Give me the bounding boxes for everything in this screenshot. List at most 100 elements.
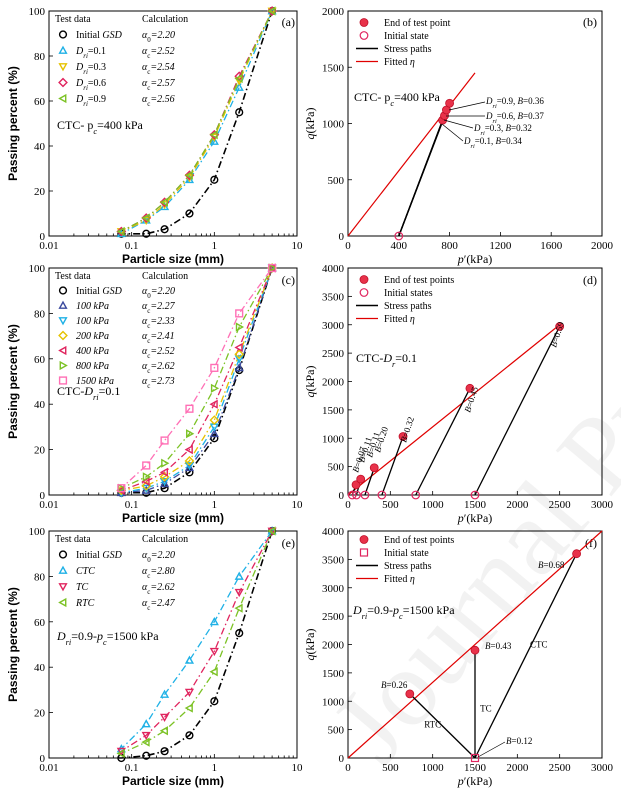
- point-label: B=0.45: [462, 385, 480, 414]
- data-point: [209, 130, 218, 140]
- panel-label: (c): [282, 273, 295, 287]
- data-point: [210, 434, 219, 443]
- x-tick-label: 500: [382, 499, 399, 511]
- data-point: [186, 429, 195, 439]
- initial-point: [352, 490, 361, 500]
- x-tick-label: 0.01: [39, 240, 58, 252]
- legend-marker: [58, 330, 68, 341]
- data-point: [142, 751, 151, 760]
- initial-point: [347, 490, 357, 500]
- data-point: [234, 588, 244, 598]
- x-tick-label: 0.01: [39, 762, 58, 774]
- point-label: Dri=0.9, B=0.36: [485, 96, 544, 110]
- y-tick-label: 500: [328, 725, 345, 737]
- y-tick-label: 500: [328, 175, 345, 187]
- data-point: [116, 226, 125, 237]
- data-point: [159, 689, 170, 698]
- path-name: CTC: [530, 639, 548, 649]
- x-tick-label: 800: [441, 240, 458, 252]
- legend-label: Fitted η: [384, 314, 415, 325]
- legend-marker: [58, 583, 68, 592]
- legend-marker: [359, 535, 369, 544]
- data-point: [234, 355, 244, 364]
- data-point: [184, 688, 195, 698]
- initial-point: [411, 490, 421, 500]
- data-point: [185, 731, 194, 740]
- label-leader: [448, 101, 486, 111]
- data-point: [234, 82, 244, 91]
- y-tick-label: 20: [34, 708, 46, 720]
- x-tick-label: 10: [292, 762, 304, 774]
- y-tick-label: 100: [29, 6, 46, 18]
- data-point: [117, 484, 126, 493]
- x-tick-label: 0: [345, 240, 351, 252]
- y-tick-label: 3000: [322, 320, 345, 332]
- y-tick-label: 2500: [322, 348, 345, 360]
- legend-marker: [58, 45, 68, 54]
- legend-marker: [58, 77, 68, 88]
- legend-calc: αc=2.62: [142, 361, 175, 375]
- legend-header-test: Test data: [55, 14, 91, 25]
- y-tick-label: 80: [34, 571, 46, 583]
- initial-point: [470, 490, 480, 500]
- x-axis-label: p′(kPa): [457, 511, 493, 525]
- legend-header-test: Test data: [55, 534, 91, 545]
- stress-path: [409, 693, 476, 759]
- legend-calc: αc=2.33: [142, 316, 175, 330]
- chart-f: 0 500 1000 1500 2000 2500 3000 0 500 1000 1500 2000…: [303, 526, 614, 788]
- data-point: [209, 415, 220, 425]
- end-point: [470, 645, 480, 655]
- data-point: [161, 458, 170, 468]
- point-label: B=0.43: [485, 641, 512, 651]
- end-point: [445, 98, 455, 108]
- x-tick-label: 3000: [591, 499, 614, 511]
- y-axis-label-group: q(kPa): [303, 108, 317, 140]
- data-point: [209, 616, 219, 626]
- x-axis-label: Particle size (mm): [122, 774, 224, 788]
- panel-annotation: CTC-Dr=0.1: [356, 351, 417, 369]
- data-point: [142, 461, 151, 470]
- end-point: [369, 463, 379, 473]
- data-point: [235, 629, 244, 638]
- legend-marker: [359, 288, 369, 297]
- data-point: [234, 603, 243, 613]
- chart-d: 0 500 1000 1500 2000 2500 3000 0 500 1000 1500 2000…: [303, 263, 614, 525]
- fit-curve-0: [118, 530, 273, 759]
- point-label: B=0.12: [506, 736, 532, 746]
- legend-entry: Initial GSD: [76, 286, 123, 297]
- label-leader: [477, 741, 506, 758]
- end-point: [398, 432, 408, 441]
- data-point: [184, 170, 193, 180]
- stress-path: [474, 553, 578, 759]
- data-point: [159, 201, 170, 211]
- data-point: [160, 436, 169, 445]
- end-point: [572, 549, 581, 559]
- y-axis-label: Passing percent (%): [6, 66, 20, 181]
- legend-calc: αc=2.54: [142, 62, 175, 76]
- x-tick-label: 0: [345, 762, 351, 774]
- data-point: [210, 363, 219, 372]
- data-point: [160, 747, 169, 756]
- y-tick-label: 0: [339, 231, 345, 243]
- data-point: [234, 571, 244, 580]
- x-tick-label: 10: [292, 240, 304, 252]
- legend-calc: αc=2.41: [142, 331, 175, 345]
- legend-entry: Dri=0.6: [75, 78, 106, 92]
- y-tick-label: 3000: [322, 583, 345, 595]
- data-point: [141, 737, 150, 747]
- data-point: [234, 73, 243, 84]
- point-label: Dri=0.6, B=0.37: [485, 111, 544, 125]
- fit-curve-2: [118, 530, 273, 753]
- y-tick-label: 40: [34, 141, 46, 153]
- legend-calc: α0=2.20: [142, 286, 175, 300]
- stress-path: [398, 103, 451, 237]
- data-point: [234, 349, 245, 360]
- point-label: B=0.59: [548, 320, 566, 349]
- axes-frame: [48, 10, 298, 237]
- fit-curve-6: [118, 267, 273, 490]
- x-tick-label: 0: [345, 499, 351, 511]
- legend-entry: Dri=0.1: [75, 46, 106, 60]
- legend-marker: [359, 31, 369, 40]
- y-axis-label-group: q(kPa): [303, 366, 317, 398]
